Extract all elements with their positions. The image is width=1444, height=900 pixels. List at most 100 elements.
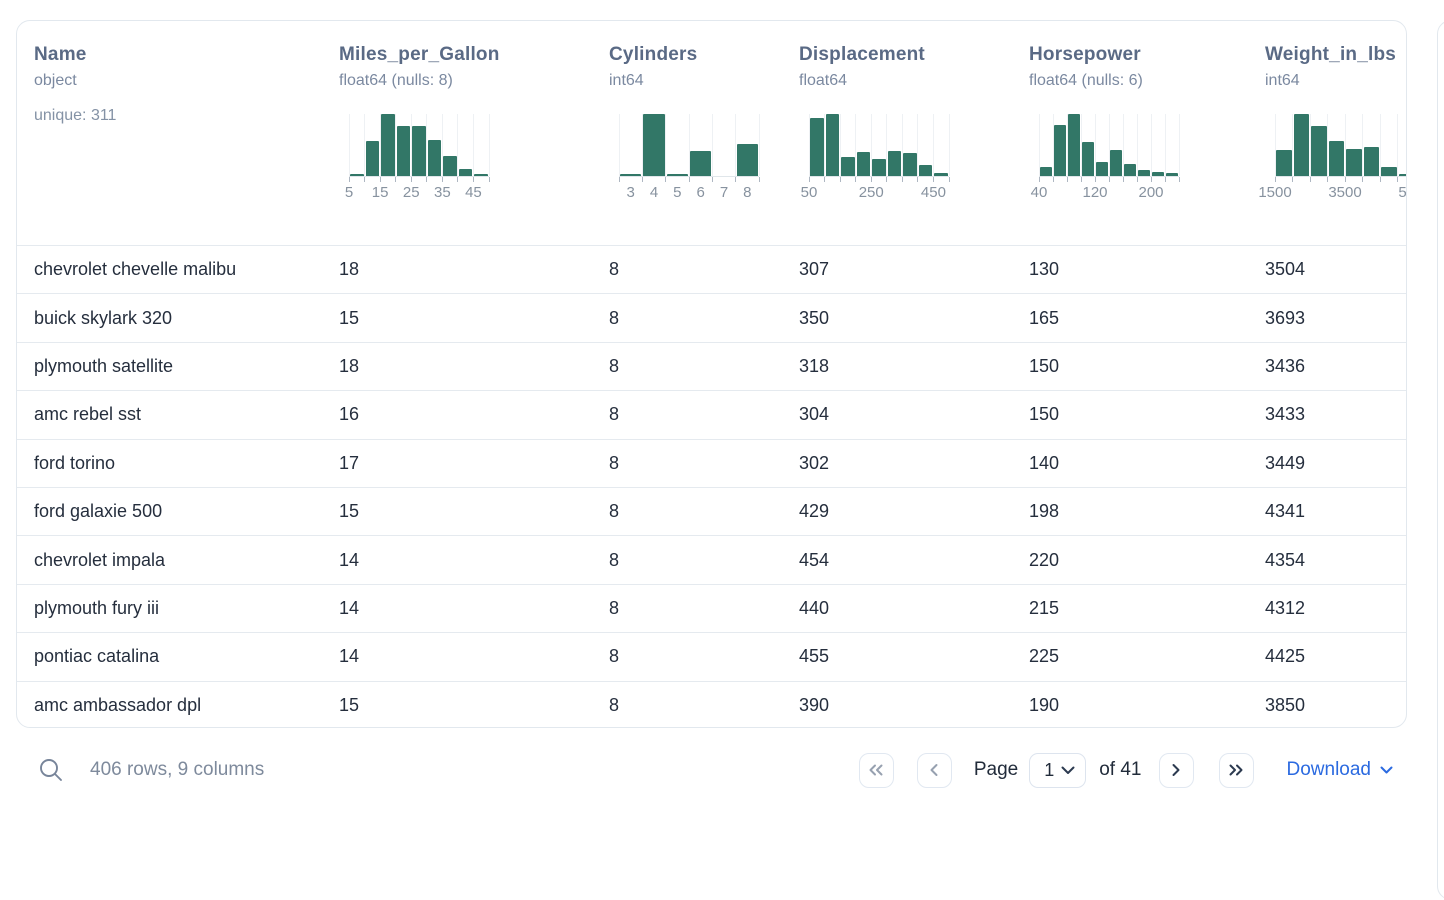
axis-tick <box>855 177 857 182</box>
histogram-gridline <box>1136 114 1138 176</box>
histogram-bar <box>934 173 948 176</box>
first-page-button[interactable] <box>858 752 894 788</box>
column-name: Name <box>34 44 87 65</box>
table-row[interactable]: plymouth fury iii 14 8 440 215 4312 <box>17 583 1406 632</box>
axis-tick-label: 15 <box>371 184 389 201</box>
histogram-gridline <box>948 114 950 176</box>
axis-tick <box>948 177 950 182</box>
axis-tick-label: 120 <box>1082 184 1108 201</box>
table-cell: plymouth satellite <box>34 355 174 376</box>
histogram-bar <box>1082 142 1094 176</box>
column-header[interactable]: Horsepower float64 (nulls: 6) 40 120 200 <box>1029 44 1265 245</box>
axis-tick <box>1066 177 1068 182</box>
axis-tick-label: 4 <box>649 184 659 201</box>
column-header[interactable]: Displacement float64 50 250 450 <box>799 44 1029 245</box>
table-cell: 14 <box>339 597 360 618</box>
column-histogram: 5 15 25 35 45 <box>345 114 490 204</box>
axis-tick <box>472 177 474 182</box>
table-cell: 150 <box>1029 355 1060 376</box>
histogram-gridline <box>441 114 443 176</box>
axis-tick <box>1292 177 1293 182</box>
histogram-bar <box>1152 172 1164 176</box>
axis-tick <box>618 177 620 182</box>
chevron-down-icon <box>1380 766 1393 775</box>
histogram-gridline <box>758 114 760 176</box>
last-page-button[interactable] <box>1218 752 1254 788</box>
histogram-bar <box>1328 141 1344 176</box>
column-header[interactable]: Weight_in_lbs int64 1500 3500 5500 <box>1258 44 1406 245</box>
histogram-bar <box>872 159 886 176</box>
histogram-gridline <box>1164 114 1166 176</box>
axis-tick <box>1274 177 1276 182</box>
axis-tick <box>808 177 810 182</box>
table-cell: chevrolet chevelle malibu <box>34 259 237 280</box>
download-button[interactable]: Download <box>1287 759 1394 781</box>
column-header[interactable]: Miles_per_Gallon float64 (nulls: 8) 5 15 25 3… <box>339 44 609 245</box>
search-icon[interactable] <box>38 757 65 784</box>
axis-tick-label: 50 <box>800 184 818 201</box>
histogram-bar <box>825 114 840 176</box>
table-cell: 304 <box>799 404 830 425</box>
column-histogram: 50 250 450 <box>801 114 950 204</box>
histogram-gridline <box>711 114 713 176</box>
table-cell: ford galaxie 500 <box>34 501 163 522</box>
axis-tick <box>901 177 903 182</box>
table-row[interactable]: chevrolet chevelle malibu 18 8 307 130 3504 <box>17 245 1406 293</box>
table-row[interactable]: amc rebel sst 16 8 304 150 3433 <box>17 390 1406 438</box>
chevron-double-left-icon <box>868 764 884 776</box>
table-cell: 8 <box>609 259 620 280</box>
table-cell: 16 <box>339 404 360 425</box>
axis-tick <box>641 177 643 182</box>
histogram-bar <box>903 153 917 176</box>
table-row[interactable]: amc ambassador dpl 15 8 390 190 3850 <box>17 680 1406 727</box>
table-row[interactable]: plymouth satellite 18 8 318 150 3436 <box>17 341 1406 390</box>
table-cell: 15 <box>339 694 360 715</box>
histogram-gridline <box>1150 114 1152 176</box>
histogram-bar <box>1124 164 1136 176</box>
axis-tick-label: 45 <box>465 184 482 201</box>
histogram-gridline <box>1274 114 1276 176</box>
histogram-bar <box>643 114 665 176</box>
axis-tick-label: 5 <box>673 184 682 201</box>
histogram-gridline <box>886 114 888 176</box>
axis-tick <box>488 177 490 182</box>
table-cell: 3504 <box>1265 259 1306 280</box>
histogram-bar <box>856 152 871 176</box>
axis-tick <box>1379 177 1381 182</box>
prev-page-button[interactable] <box>916 752 952 788</box>
histogram-bar <box>1068 114 1080 176</box>
axis-tick <box>379 177 381 182</box>
table-cell: 14 <box>339 646 360 667</box>
table-cell: 15 <box>339 307 360 328</box>
column-header[interactable]: Cylinders int64 3 4 5 6 7 8 <box>609 44 799 245</box>
table-row[interactable]: buick skylark 320 15 8 350 165 3693 <box>17 293 1406 341</box>
histogram-bar <box>1381 167 1397 176</box>
table-cell: pontiac catalina <box>34 646 160 667</box>
table-cell: 130 <box>1029 259 1060 280</box>
table-cell: 454 <box>799 549 830 570</box>
histogram-bar <box>443 156 457 176</box>
table-row[interactable]: pontiac catalina 14 8 455 225 4425 <box>17 632 1406 680</box>
axis-tick-label: 250 <box>858 184 884 201</box>
axis-tick <box>1136 177 1138 182</box>
row-column-summary: 406 rows, 9 columns <box>90 759 265 780</box>
axis-tick <box>426 177 428 182</box>
next-page-button[interactable] <box>1158 752 1194 788</box>
table-row[interactable]: ford torino 17 8 302 140 3449 <box>17 438 1406 487</box>
column-header[interactable]: Name object unique: 311 <box>34 44 339 245</box>
table-row[interactable]: chevrolet impala 14 8 454 220 4354 <box>17 535 1406 583</box>
histogram-gridline <box>1309 114 1311 176</box>
table-cell: 307 <box>799 259 830 280</box>
table-cell: 150 <box>1029 404 1060 425</box>
column-unique-count: unique: 311 <box>34 107 117 124</box>
axis-tick <box>824 177 826 182</box>
page-select[interactable]: 1 <box>1029 752 1087 788</box>
table-row[interactable]: ford galaxie 500 15 8 429 198 4341 <box>17 486 1406 535</box>
table-cell: ford torino <box>34 452 116 473</box>
histogram-gridline <box>901 114 903 176</box>
axis-tick <box>917 177 919 182</box>
axis-tick <box>1038 177 1040 182</box>
table-cell: 8 <box>609 597 620 618</box>
histogram-gridline <box>426 114 428 176</box>
chevron-double-right-icon <box>1228 764 1244 776</box>
